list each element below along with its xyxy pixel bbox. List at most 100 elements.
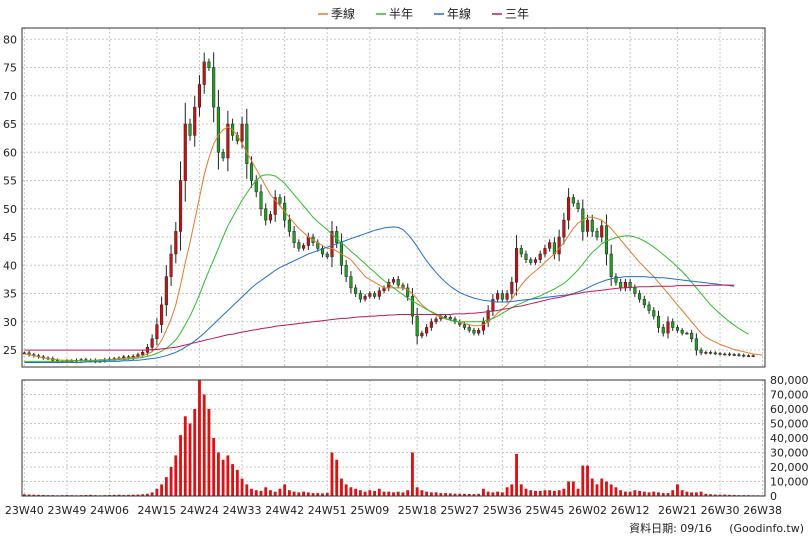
volume-bar-93 xyxy=(463,493,466,496)
candle-body-90 xyxy=(448,317,452,320)
volume-bar-66 xyxy=(335,459,339,496)
candle-68 xyxy=(344,259,348,282)
candle-body-140 xyxy=(685,332,689,335)
volume-bar-38 xyxy=(202,394,206,496)
volume-bar-60 xyxy=(306,492,310,496)
x-tick-label-12: 25W45 xyxy=(526,504,565,517)
candle-body-115 xyxy=(567,197,571,221)
x-tick-label-4: 24W24 xyxy=(180,504,219,517)
candle-84 xyxy=(420,330,424,339)
volume-bar-43 xyxy=(226,455,230,496)
candle-body-119 xyxy=(585,219,590,232)
candle-24 xyxy=(136,352,140,359)
candle-30 xyxy=(164,265,168,317)
candle-42 xyxy=(221,148,225,162)
candle-body-83 xyxy=(415,315,419,337)
candle-152 xyxy=(742,353,746,358)
candle-body-41 xyxy=(216,106,220,153)
candle-body-125 xyxy=(614,276,618,283)
volume-bar-131 xyxy=(642,491,646,496)
x-tick-label-16: 26W30 xyxy=(701,504,740,517)
candle-body-40 xyxy=(212,67,216,108)
candle-body-131 xyxy=(642,298,646,306)
candle-body-34 xyxy=(183,123,187,181)
volume-bar-107 xyxy=(529,490,533,496)
volume-bar-36 xyxy=(193,409,197,496)
candle-50 xyxy=(259,184,263,217)
volume-bar-96 xyxy=(477,493,481,496)
candle-body-100 xyxy=(496,293,500,300)
candle-127 xyxy=(623,278,627,292)
volume-bar-108 xyxy=(534,490,537,496)
volume-bar-138 xyxy=(676,484,679,496)
candle-134 xyxy=(656,310,661,333)
candle-body-111 xyxy=(548,242,552,249)
candle-35 xyxy=(188,118,192,141)
volume-bar-130 xyxy=(638,490,642,496)
volume-bar-81 xyxy=(406,490,410,496)
volume-bar-51 xyxy=(264,487,268,496)
volume-bar-23 xyxy=(131,494,135,496)
candle-144 xyxy=(704,350,708,355)
volume-bar-97 xyxy=(481,488,485,496)
candle-body-72 xyxy=(363,296,367,300)
volume-bar-4 xyxy=(41,494,45,496)
legend-label-3: 三年 xyxy=(505,7,529,21)
x-tick-label-2: 24W06 xyxy=(90,504,129,517)
volume-tick-label-8: 80,000 xyxy=(770,374,808,387)
candle-body-105 xyxy=(519,248,523,255)
candle-body-108 xyxy=(533,259,538,263)
candle-146 xyxy=(713,351,717,356)
candle-113 xyxy=(557,229,561,262)
candle-122 xyxy=(600,220,604,243)
candle-98 xyxy=(486,305,490,328)
volume-bar-27 xyxy=(150,492,154,496)
candle-116 xyxy=(571,194,575,207)
data-source-label: (Goodinfo.tw) xyxy=(729,522,804,535)
candle-85 xyxy=(425,324,429,337)
candle-body-32 xyxy=(174,231,178,255)
volume-bar-48 xyxy=(250,488,253,496)
x-tick-label-8: 25W09 xyxy=(350,504,389,517)
candle-27 xyxy=(150,334,154,352)
candle-71 xyxy=(358,290,362,303)
candle-body-68 xyxy=(344,265,348,277)
volume-bar-24 xyxy=(136,494,140,496)
candle-123 xyxy=(604,214,609,266)
volume-bar-109 xyxy=(538,490,542,496)
candle-86 xyxy=(429,318,433,331)
candle-body-74 xyxy=(373,293,377,297)
candle-body-136 xyxy=(666,321,670,334)
candle-32 xyxy=(174,222,178,264)
x-tick-label-9: 25W18 xyxy=(398,504,437,517)
volume-bar-129 xyxy=(633,490,637,496)
volume-bar-82 xyxy=(411,452,414,496)
price-tick-label-4: 45 xyxy=(3,231,17,244)
candle-body-47 xyxy=(245,123,249,164)
candle-body-53 xyxy=(273,197,277,215)
volume-bar-30 xyxy=(164,477,168,496)
candle-141 xyxy=(690,329,694,343)
volume-bar-75 xyxy=(377,488,381,496)
candle-body-70 xyxy=(354,287,358,294)
volume-bar-88 xyxy=(439,493,443,496)
candle-143 xyxy=(699,347,703,356)
volume-bar-62 xyxy=(316,493,320,496)
volume-bar-111 xyxy=(548,490,552,496)
candle-41 xyxy=(216,89,220,170)
volume-bar-22 xyxy=(127,494,130,496)
volume-bar-98 xyxy=(486,491,490,496)
candle-29 xyxy=(160,296,164,333)
candle-body-103 xyxy=(510,282,514,294)
volume-bar-122 xyxy=(600,478,604,496)
candle-body-143 xyxy=(699,349,703,354)
volume-bar-58 xyxy=(297,492,301,496)
chart-legend: 季線 半年 年線 三年 xyxy=(318,6,529,21)
candle-97 xyxy=(481,317,485,335)
legend-label-1: 半年 xyxy=(389,7,413,21)
x-tick-label-3: 24W15 xyxy=(137,504,176,517)
volume-bar-104 xyxy=(515,453,518,496)
candle-body-48 xyxy=(249,163,254,181)
candle-57 xyxy=(292,226,296,249)
